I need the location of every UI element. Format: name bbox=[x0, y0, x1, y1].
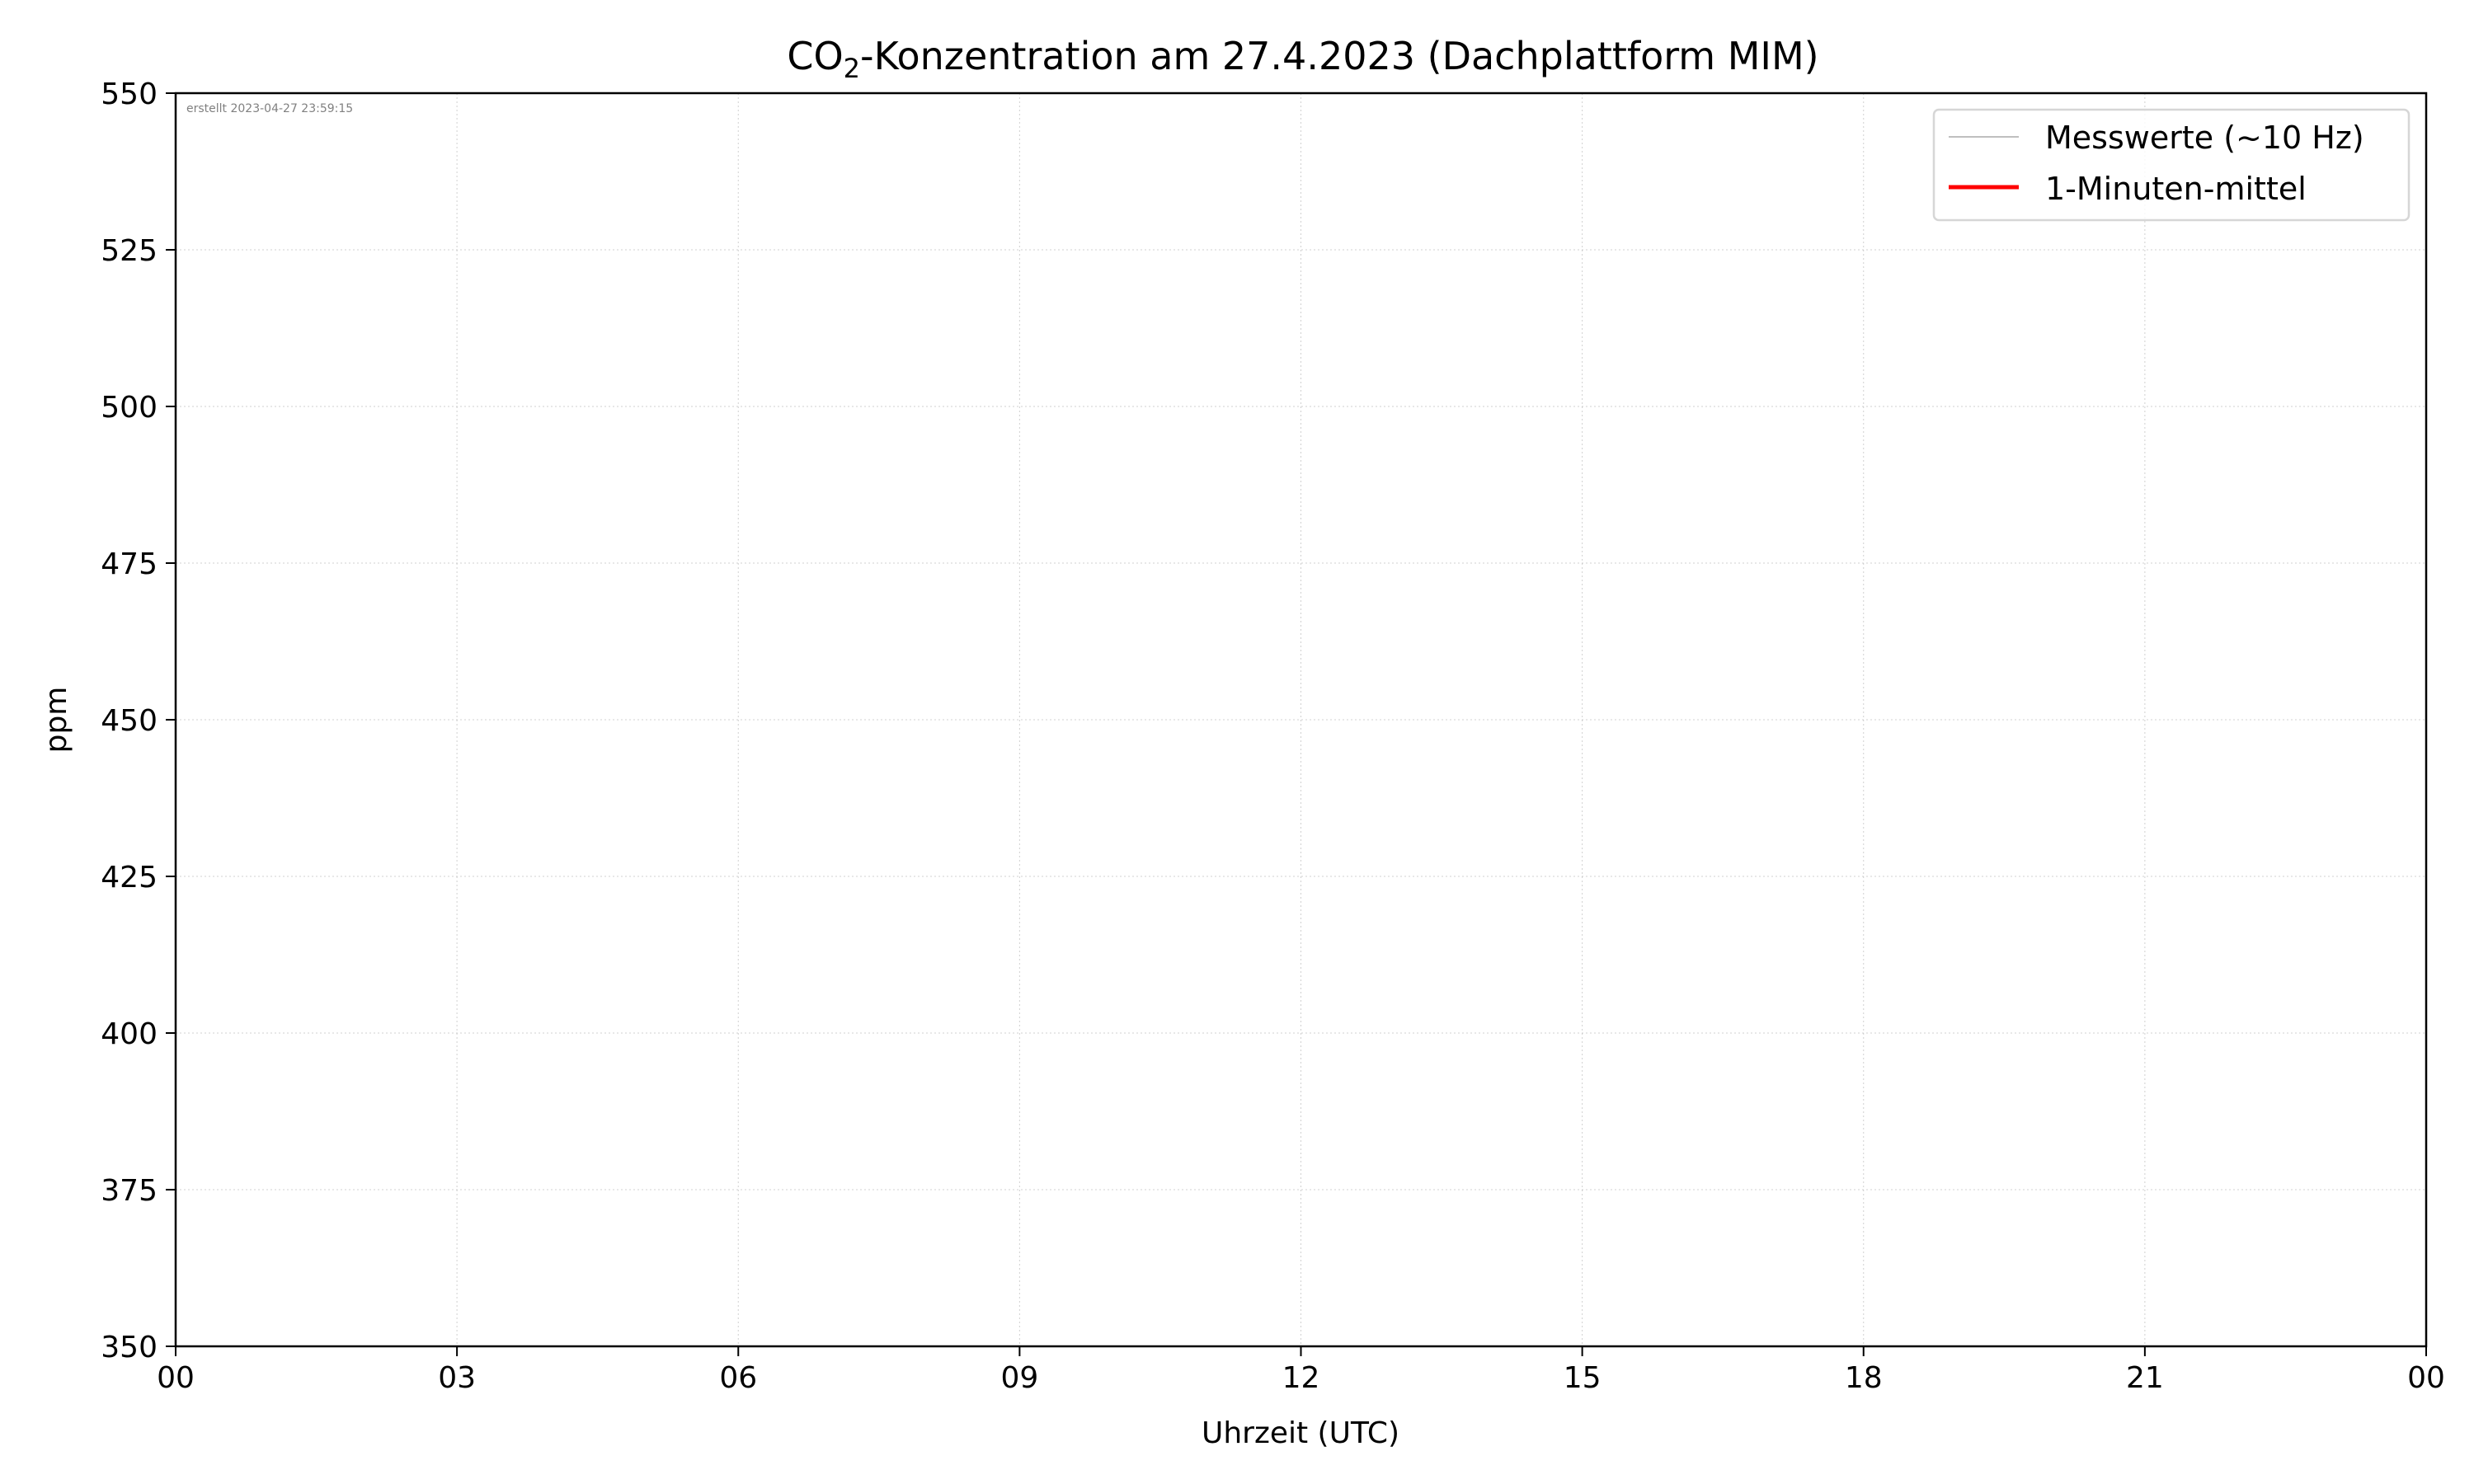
x-tick-label: 03 bbox=[438, 1361, 476, 1395]
y-tick-label: 425 bbox=[101, 861, 158, 895]
y-tick-label: 525 bbox=[101, 234, 158, 268]
x-tick-label: 09 bbox=[1000, 1361, 1038, 1395]
y-tick-label: 500 bbox=[101, 391, 158, 425]
x-tick-label: 18 bbox=[1845, 1361, 1883, 1395]
ticks: 00 03 06 09 12 15 18 21 003503754004254504755005… bbox=[101, 77, 2445, 1395]
y-tick-label: 450 bbox=[101, 704, 158, 738]
x-tick-label: 15 bbox=[1564, 1361, 1602, 1395]
x-tick-label: 06 bbox=[719, 1361, 757, 1395]
y-tick-label: 475 bbox=[101, 547, 158, 581]
y-tick-label: 550 bbox=[101, 77, 158, 111]
legend-label-messwerte: Messwerte (~10 Hz) bbox=[2045, 120, 2364, 156]
annotation: erstellt 2023-04-27 23:59:15 bbox=[186, 102, 353, 115]
x-tick-label: 00 bbox=[2407, 1361, 2445, 1395]
y-tick-label: 375 bbox=[101, 1174, 158, 1208]
legend-label-mittel: 1-Minuten-mittel bbox=[2045, 171, 2307, 207]
y-tick-label: 400 bbox=[101, 1017, 158, 1051]
legend: Messwerte (~10 Hz) 1-Minuten-mittel bbox=[1932, 108, 2411, 222]
legend-box bbox=[1932, 108, 2411, 222]
x-tick-label: 12 bbox=[1282, 1361, 1320, 1395]
chart-title: CO2-Konzentration am 27.4.2023 (Dachplat… bbox=[787, 34, 1818, 84]
x-tick-label: 00 bbox=[157, 1361, 195, 1395]
x-axis-label: Uhrzeit (UTC) bbox=[1202, 1416, 1399, 1450]
x-tick-label: 21 bbox=[2126, 1361, 2164, 1395]
y-axis-label: ppm bbox=[40, 687, 73, 754]
grid bbox=[175, 92, 2427, 1347]
y-tick-label: 350 bbox=[101, 1331, 158, 1364]
